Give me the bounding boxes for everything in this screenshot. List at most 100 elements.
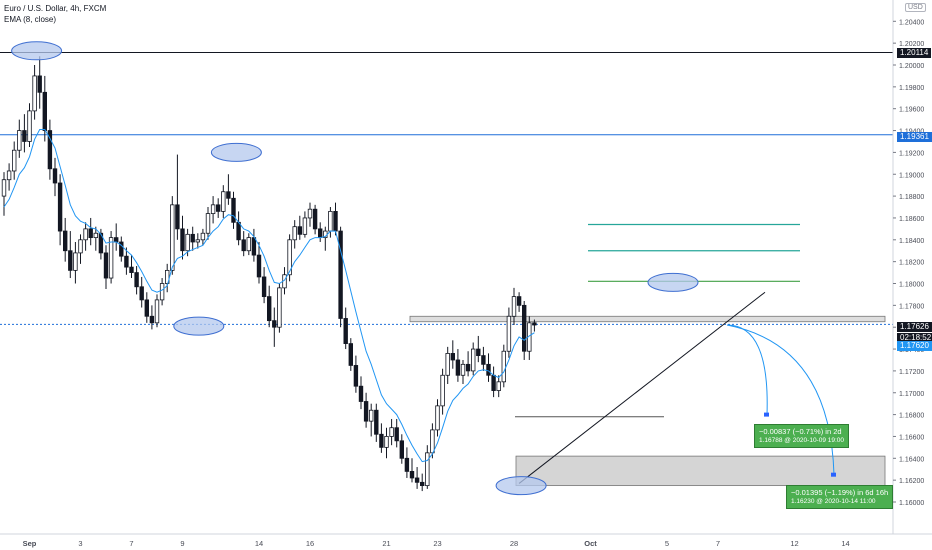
projection-label-1: −0.00837 (−0.71%) in 2d 1.16788 @ 2020-1…	[754, 424, 850, 448]
price-tick-label: 1.17000	[899, 391, 924, 398]
swing-ellipse	[210, 142, 262, 162]
price-tick-label: 1.18600	[899, 216, 924, 223]
projection-arc-1	[726, 324, 768, 415]
candle-body	[154, 299, 160, 324]
currency-label: USD	[905, 3, 926, 12]
candle-body	[114, 237, 119, 243]
candle-body	[353, 365, 359, 387]
candle-body	[261, 276, 267, 298]
candle-body	[256, 254, 262, 278]
price-tick-label: 1.16400	[899, 456, 924, 463]
horizontal-lines-layer	[0, 52, 893, 418]
candle-body	[88, 228, 93, 239]
time-tick-label: Oct	[584, 539, 597, 548]
candle-body	[506, 315, 512, 352]
candle-body	[277, 287, 282, 328]
candle-body	[470, 348, 476, 372]
candle-body	[98, 232, 104, 254]
candle-body	[241, 239, 246, 252]
candle-body	[328, 210, 333, 232]
time-tick-label: 12	[790, 539, 798, 548]
candle-body	[83, 228, 88, 241]
candle-body	[516, 296, 522, 306]
candle-body	[358, 385, 364, 402]
candle-body	[103, 252, 109, 279]
candle-body	[180, 228, 185, 252]
time-tick-label: 7	[716, 539, 720, 548]
candle-body	[481, 355, 486, 365]
candle-body	[57, 182, 63, 232]
candle-body	[460, 363, 466, 376]
projection-1-target: 1.16788 @ 2020-10-09 19:00	[759, 437, 845, 444]
candle-body	[333, 210, 338, 232]
time-tick-label: 23	[433, 539, 441, 548]
candle-body	[476, 348, 481, 357]
candle-body	[210, 204, 216, 214]
candle-body	[511, 296, 517, 317]
price-tick-label: 1.20000	[899, 63, 924, 70]
price-tick-label: 1.17800	[899, 303, 924, 310]
price-tick-label: 1.18000	[899, 282, 924, 289]
projection-label-2: −0.01395 (−1.19%) in 6d 16h 1.16230 @ 20…	[786, 485, 894, 509]
candle-body	[379, 433, 384, 448]
candle-body	[124, 255, 129, 268]
candle-body	[384, 436, 389, 448]
candle-body	[409, 471, 415, 479]
candle-body	[231, 197, 236, 223]
candle-body	[32, 75, 37, 112]
candle-body	[404, 457, 410, 472]
candle-body	[440, 374, 445, 407]
candle-body	[445, 353, 450, 376]
candle-body	[129, 266, 134, 273]
price-tick-label: 1.20200	[899, 41, 924, 48]
candle-body	[394, 427, 399, 442]
candle-body	[501, 350, 506, 383]
candle-body	[532, 322, 537, 326]
price-label-ema: 1.17620	[897, 341, 932, 351]
candle-body	[175, 204, 180, 230]
candle-body	[486, 363, 491, 376]
price-tick-label: 1.18800	[899, 194, 924, 201]
price-label-hline-blue: 1.19361	[897, 132, 932, 142]
candle-body	[348, 343, 353, 366]
swing-ellipse	[11, 41, 63, 61]
candle-body	[465, 363, 471, 372]
candle-body	[414, 477, 420, 483]
time-tick-label: 21	[382, 539, 390, 548]
price-tick-label: 1.19600	[899, 107, 924, 114]
price-tick-label: 1.17200	[899, 369, 924, 376]
time-tick-label: 5	[665, 539, 669, 548]
price-tick-label: 1.18200	[899, 260, 924, 267]
price-tick-label: 1.16600	[899, 434, 924, 441]
time-tick-label: Sep	[23, 539, 37, 548]
candle-body	[236, 221, 241, 241]
chart-legend: Euro / U.S. Dollar, 4h, FXCM EMA (8, clo…	[4, 3, 106, 25]
candle-body	[374, 409, 379, 435]
price-tick-label: 1.16000	[899, 500, 924, 507]
candle-body	[134, 272, 139, 288]
candle-body	[399, 440, 404, 459]
candle-body	[11, 149, 17, 172]
candle-body	[27, 110, 32, 142]
candle-body	[139, 286, 144, 301]
candle-body	[307, 208, 313, 219]
candle-body	[6, 170, 12, 181]
candles-layer	[1, 56, 537, 492]
candle-body	[368, 409, 374, 422]
price-tick-label: 1.16200	[899, 478, 924, 485]
support-zone	[515, 455, 886, 487]
price-tick-label: 1.20400	[899, 19, 924, 26]
swing-ellipse	[647, 272, 699, 292]
ema-layer	[3, 129, 535, 463]
candle-body	[312, 208, 318, 230]
price-tick-label: 1.19000	[899, 172, 924, 179]
time-tick-label: 16	[306, 539, 314, 548]
candle-body	[317, 228, 323, 239]
candle-body	[522, 304, 527, 352]
candle-body	[78, 239, 83, 254]
candle-body	[42, 91, 47, 131]
candle-body	[425, 452, 430, 487]
candle-body	[185, 233, 190, 252]
